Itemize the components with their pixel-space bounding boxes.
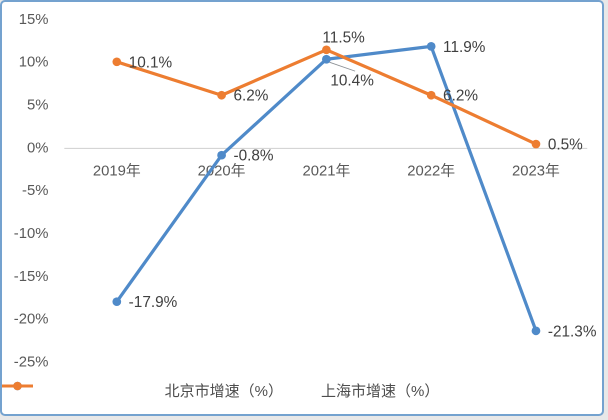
data-label-0: 10.4%: [330, 73, 374, 90]
data-label-1: 11.5%: [322, 29, 365, 46]
legend-item-shanghai: 上海市增速（%）: [2, 380, 440, 401]
shanghai-legend-marker: [2, 381, 33, 391]
chart-legend: 北京市增速（%） 上海市增速（%）: [2, 380, 602, 401]
y-tick-label: -20%: [14, 312, 49, 328]
y-tick-label: 0%: [27, 140, 48, 156]
series-point-0: [217, 150, 226, 160]
x-tick-label: 2021年: [302, 162, 350, 179]
data-label-1: 6.2%: [443, 88, 478, 105]
label-leader-line: [329, 61, 356, 72]
y-tick-label: 15%: [19, 12, 49, 28]
x-tick-label: 2020年: [198, 162, 246, 179]
x-tick-label: 2019年: [93, 162, 141, 179]
y-tick-label: -25%: [14, 355, 49, 371]
series-point-0: [531, 326, 541, 336]
data-label-0: -17.9%: [129, 294, 178, 311]
data-label-1: 6.2%: [233, 88, 268, 105]
series-point-1: [426, 90, 436, 100]
legend-label-beijing: 北京市增速（%）: [164, 383, 283, 400]
series-point-1: [217, 90, 226, 100]
series-point-1: [112, 57, 122, 67]
data-label-1: 10.1%: [129, 54, 173, 71]
legend-label-shanghai: 上海市增速（%）: [321, 383, 440, 400]
series-point-0: [322, 54, 331, 64]
series-point-1: [531, 139, 541, 149]
data-label-0: -0.8%: [233, 148, 273, 165]
data-label-0: 11.9%: [443, 39, 486, 56]
series-point-1: [322, 45, 331, 55]
y-tick-label: 10%: [19, 55, 49, 71]
x-tick-label: 2022年: [407, 162, 455, 179]
data-label-1: 0.5%: [548, 137, 583, 154]
y-tick-label: -5%: [22, 183, 48, 199]
legend-item-beijing: 北京市增速（%）: [2, 380, 283, 401]
y-tick-label: -10%: [14, 226, 49, 242]
data-label-0: -21.3%: [548, 323, 597, 340]
y-tick-label: 5%: [27, 98, 48, 114]
series-point-0: [426, 42, 436, 51]
series-point-0: [112, 297, 122, 307]
x-tick-label: 2023年: [512, 162, 560, 179]
chart-svg: 15% 10% 5% 0% -5% -10% -15% -20% -25% 2019年 2020年 2…: [14, 12, 597, 371]
y-tick-label: -15%: [14, 269, 49, 285]
